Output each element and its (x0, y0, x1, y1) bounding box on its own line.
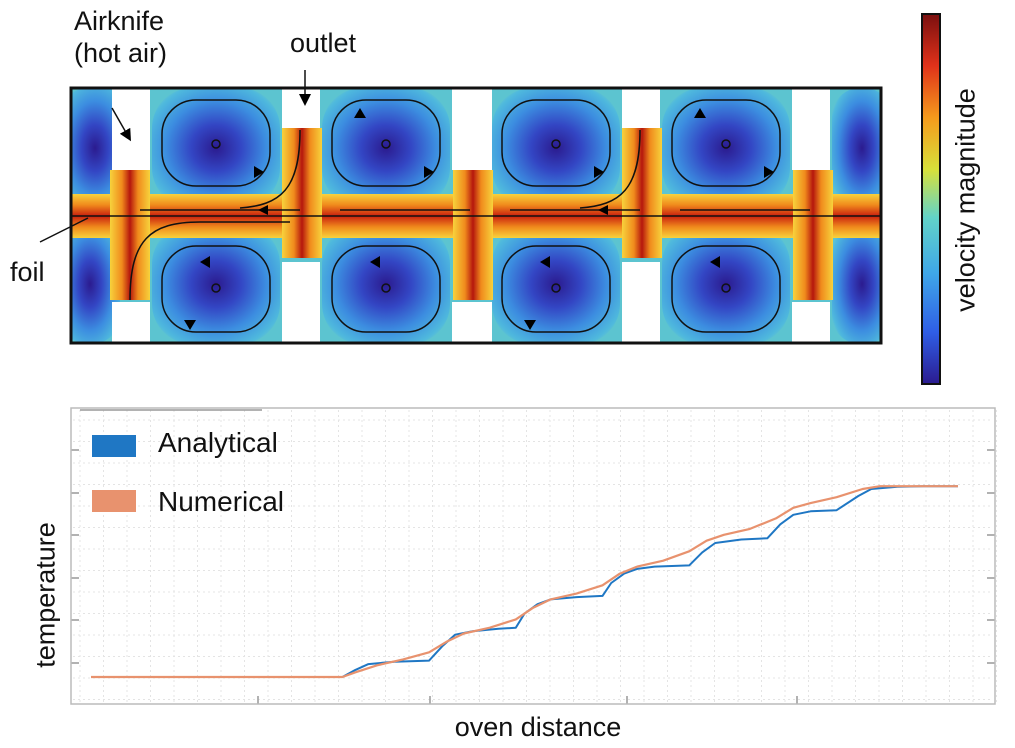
legend-label-numerical: Numerical (158, 486, 285, 517)
legend-swatch-numerical (92, 490, 136, 512)
x-axis-label: oven distance (454, 712, 622, 742)
domain-frame (69, 86, 883, 345)
foil-label: foil (10, 257, 45, 287)
chart-grid (71, 410, 997, 704)
foil-pointer (39, 217, 89, 243)
series-line-analytical (91, 485, 958, 678)
airknife-sublabel: (hot air) (74, 38, 168, 68)
temperature-chart (70, 407, 997, 705)
y-axis-label: temperature (30, 522, 61, 668)
velocity-field-figure (39, 13, 941, 385)
colorbar-label: velocity magnitude (950, 88, 981, 312)
airknife-pointer (111, 107, 131, 142)
colorbar (921, 13, 941, 385)
airknife-label: Airknife (74, 6, 165, 36)
outlet-label: outlet (290, 28, 357, 58)
legend-swatch-analytical (92, 435, 136, 457)
series-line-numerical (91, 485, 958, 679)
chart-frame (70, 407, 996, 705)
legend-label-analytical: Analytical (158, 427, 278, 458)
